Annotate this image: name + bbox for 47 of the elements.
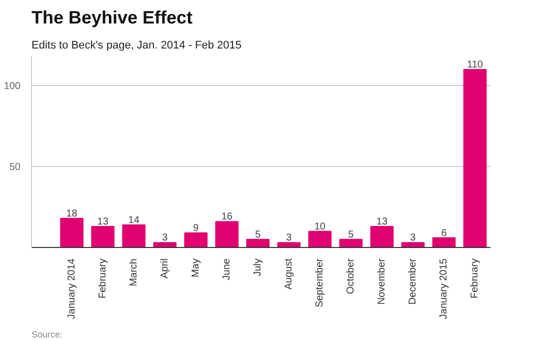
bar bbox=[91, 226, 114, 248]
bar bbox=[401, 242, 425, 248]
x-tick-label: May bbox=[190, 258, 202, 278]
x-tick-label: July bbox=[252, 258, 264, 276]
chart-subtitle: Edits to Beck's page, Jan. 2014 - Feb 2015 bbox=[32, 40, 242, 52]
x-tick-label: September bbox=[314, 258, 326, 308]
data-label: 13 bbox=[97, 216, 109, 228]
data-label: 13 bbox=[376, 216, 388, 228]
x-tick-label: August bbox=[283, 258, 294, 290]
bar bbox=[432, 237, 456, 248]
x-tick-label: December bbox=[407, 258, 418, 305]
bar bbox=[215, 221, 239, 248]
x-tick-label: April bbox=[159, 258, 170, 279]
x-tick-label: March bbox=[128, 258, 140, 286]
x-tick-label: October bbox=[345, 258, 356, 294]
x-tick-label: February bbox=[469, 258, 480, 299]
data-label: 18 bbox=[66, 208, 78, 220]
data-label: 3 bbox=[286, 232, 292, 244]
x-tick-label: November bbox=[376, 258, 388, 305]
data-label: 16 bbox=[221, 212, 233, 223]
bar bbox=[246, 238, 270, 248]
x-tick-label: January 2015 bbox=[438, 258, 450, 320]
data-label: 9 bbox=[193, 222, 200, 234]
bar bbox=[463, 68, 487, 248]
bar bbox=[153, 242, 177, 248]
source-note: Source: bbox=[32, 330, 63, 340]
x-tick-label: June bbox=[221, 258, 232, 280]
x-tick-label: February bbox=[97, 258, 108, 299]
data-label: 110 bbox=[467, 59, 484, 70]
y-tick-label: 100 bbox=[4, 81, 21, 92]
bar bbox=[60, 218, 84, 248]
bar bbox=[308, 230, 332, 248]
bar bbox=[184, 232, 208, 248]
x-tick-label: January 2014 bbox=[66, 258, 78, 320]
bar bbox=[339, 238, 363, 248]
data-label: 5 bbox=[348, 229, 354, 240]
data-label: 10 bbox=[314, 221, 326, 232]
y-tick-label: 50 bbox=[9, 162, 21, 174]
bar bbox=[122, 224, 146, 248]
data-label: 6 bbox=[441, 228, 448, 239]
bar bbox=[277, 242, 301, 248]
bar bbox=[370, 226, 394, 248]
data-label: 14 bbox=[128, 214, 140, 226]
chart-title: The Beyhive Effect bbox=[32, 8, 193, 28]
data-label: 5 bbox=[255, 229, 262, 240]
data-label: 3 bbox=[162, 232, 168, 244]
data-label: 3 bbox=[410, 232, 416, 244]
